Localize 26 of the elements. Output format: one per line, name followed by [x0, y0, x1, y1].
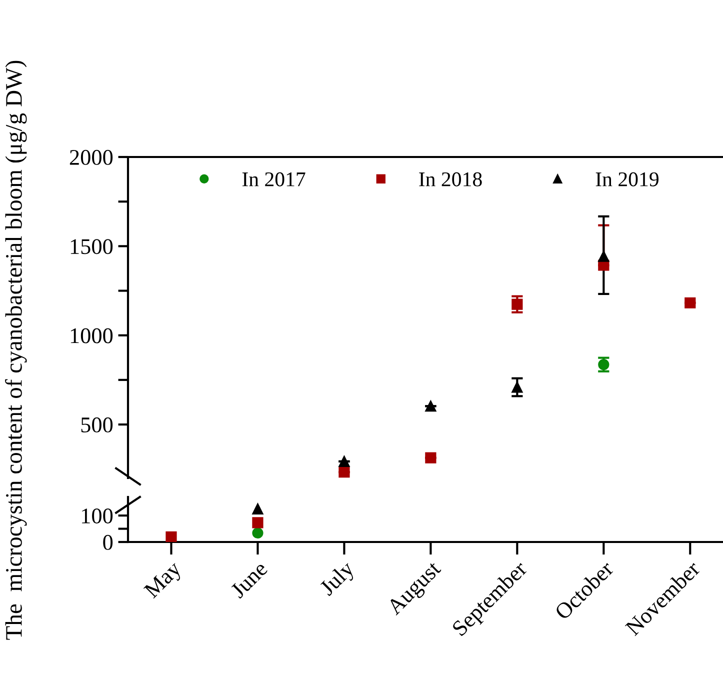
point: [598, 359, 610, 370]
y-tick-label: 100: [82, 508, 113, 524]
y-tick-label: 0: [103, 534, 113, 550]
point: [684, 297, 696, 308]
point: [512, 382, 523, 393]
x-tick-label: May: [143, 560, 186, 602]
point: [512, 298, 523, 310]
point: [252, 527, 264, 539]
point: [425, 452, 436, 464]
point: [338, 456, 350, 467]
x-tick-label: June: [230, 560, 268, 599]
point: [338, 466, 350, 478]
y-tick-label: 1500: [70, 239, 113, 254]
legend-label: In 2017: [242, 172, 306, 186]
y-tick-label: 500: [81, 417, 113, 432]
point: [166, 531, 177, 542]
point: [598, 250, 610, 262]
y-axis-title: The microcystin content of cyanobacterial bloom (μg/g DW): [5, 60, 27, 640]
y-tick-label: 1000: [70, 328, 113, 344]
legend-label: In 2018: [419, 172, 482, 186]
x-tick-label: July: [318, 559, 358, 600]
point: [252, 517, 264, 528]
legend-label: In 2019: [596, 172, 658, 186]
point: [425, 400, 436, 412]
point: [252, 503, 264, 514]
y-tick-label: 2000: [70, 150, 113, 165]
